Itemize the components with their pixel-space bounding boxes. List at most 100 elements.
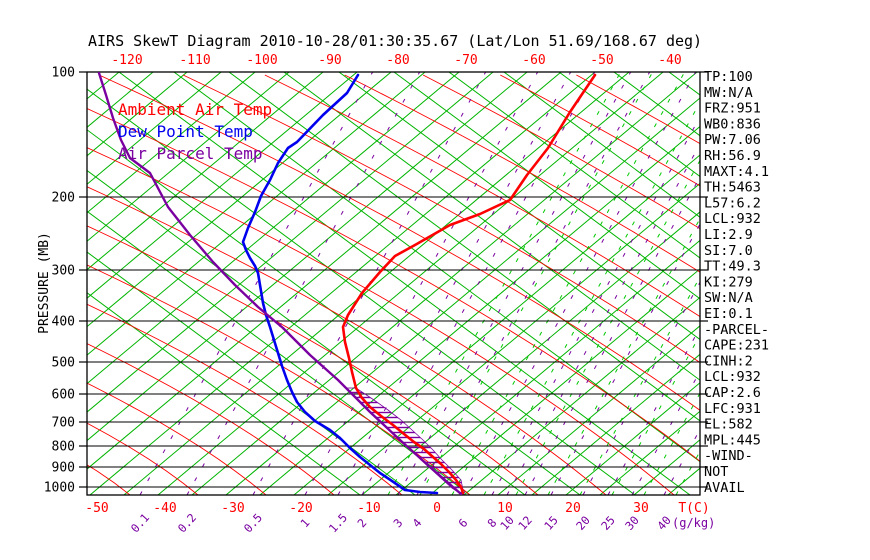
pressure-tick-label: 100 [52, 66, 75, 81]
plot-frame [86, 71, 701, 496]
isotherm-line [87, 72, 426, 356]
panel-line: NOT [704, 464, 728, 480]
isotherm-line [395, 239, 700, 495]
pressure-tick-label: 600 [52, 388, 75, 403]
mixing-ratio-line [304, 72, 539, 495]
background-grid [87, 72, 870, 495]
isotherm-line [259, 125, 700, 495]
panel-line: TH:5463 [704, 180, 761, 196]
dry-adiabat-line [264, 74, 700, 318]
isotherm-line [87, 72, 358, 299]
top-temp-tick-label: -110 [179, 53, 210, 68]
panel-line: CAP:2.6 [704, 385, 761, 401]
moist-adiabat-dashed-line [451, 72, 686, 495]
mixing-ratio-label: 3 [390, 516, 405, 531]
isotherm-line [87, 72, 324, 271]
dewpoint-curve [241, 73, 439, 495]
isotherm-line [87, 72, 562, 470]
dry-adiabat-line [87, 422, 199, 495]
panel-line: L57:6.2 [704, 195, 761, 211]
top-temp-tick-label: -90 [318, 53, 341, 68]
isotherm-line [87, 72, 188, 157]
panel-line: RH:56.9 [704, 148, 761, 164]
bottom-temp-tick-label: -20 [289, 501, 312, 516]
mixing-ratio-label: 1 [297, 516, 312, 531]
panel-line: -PARCEL- [704, 322, 769, 338]
moist-adiabat-dashed-line [387, 72, 622, 495]
mixing-ratio-label: 40 [654, 513, 674, 533]
mixing-ratio-label: 4 [409, 516, 424, 531]
isotherm-line [327, 182, 700, 495]
dry-adiabat-line [344, 74, 700, 273]
mixing-ratio-line [524, 175, 700, 495]
moist-adiabat-solid-line [283, 72, 700, 381]
panel-line: EL:582 [704, 417, 753, 433]
pressure-tick-label: 300 [52, 264, 75, 279]
mixing-ratio-line [506, 143, 700, 495]
mixing-ratio-line [139, 72, 374, 495]
legend-air-parcel: Air Parcel Temp [118, 144, 263, 163]
dry-adiabat-line [87, 303, 403, 495]
dry-adiabat-line [87, 186, 607, 495]
bottom-temp-tick-label: -30 [221, 501, 244, 516]
legend-dew-point: Dew Point Temp [118, 122, 253, 141]
top-temp-tick-label: -70 [454, 53, 477, 68]
pressure-tick-label: 800 [52, 440, 75, 455]
mixing-ratio-label: 12 [515, 513, 535, 533]
pressure-tick-label: 200 [52, 191, 75, 206]
dry-adiabat-line [422, 74, 700, 230]
mixing-ratio-label: 25 [598, 513, 618, 533]
pressure-axis-label: PRESSURE (MB) [37, 232, 52, 334]
dry-adiabat-line [87, 147, 675, 495]
mixing-ratio-label: 20 [573, 513, 593, 533]
chart-title: AIRS SkewT Diagram 2010-10-28/01:30:35.6… [88, 32, 702, 50]
mixing-ratio-line [337, 72, 572, 495]
mixing-ratio-label: 15 [541, 513, 561, 533]
mixing-ratio-line [607, 326, 700, 495]
top-temp-tick-label: -100 [246, 53, 277, 68]
mixing-ratio-line [491, 115, 700, 495]
isotherm-line [429, 268, 700, 495]
dry-adiabat-line [98, 74, 700, 411]
bottom-temp-tick-label: -50 [85, 501, 108, 516]
moist-adiabat-solid-line [503, 72, 700, 218]
panel-line: LFC:931 [704, 401, 761, 417]
bottom-temp-tick-label: 0 [433, 501, 441, 516]
bottom-temp-tick-label: -40 [153, 501, 176, 516]
panel-line: TP:100 [704, 69, 753, 85]
moist-adiabat-solid-line [87, 292, 361, 495]
mixing-unit-label: (g/kg) [672, 516, 715, 530]
isotherm-line [87, 72, 256, 214]
panel-line: MPL:445 [704, 432, 761, 448]
isotherm-line [191, 72, 698, 495]
moist-adiabat-solid-line [87, 169, 526, 495]
top-temp-tick-label: -40 [658, 53, 681, 68]
dry-adiabat-line [500, 74, 700, 187]
panel-line: FRZ:951 [704, 101, 761, 117]
cape-hatch-region [345, 387, 464, 494]
ambient-temp-curve [341, 73, 597, 495]
dry-adiabat-line [87, 343, 335, 495]
bottom-temp-tick-label: -10 [357, 501, 380, 516]
mixing-ratio-line [186, 72, 421, 495]
moist-adiabat-solid-line [448, 72, 700, 259]
panel-line: EI:0.1 [704, 306, 753, 322]
moist-adiabat-dashed-line [419, 72, 654, 495]
pressure-tick-label: 700 [52, 416, 75, 431]
moist-adiabat-solid-line [779, 72, 870, 495]
parcel-temp-curve [97, 72, 463, 495]
panel-line: SW:N/A [704, 290, 753, 306]
moist-adiabat-solid-line [338, 72, 700, 341]
isotherm-line [87, 72, 222, 185]
mixing-ratio-line [550, 223, 700, 495]
mixing-ratio-line [397, 72, 632, 495]
panel-line: CINH:2 [704, 353, 753, 369]
panel-line: -WIND- [704, 448, 753, 464]
dry-adiabat-line [182, 74, 700, 364]
bottom-temp-tick-label: 10 [497, 501, 513, 516]
dry-adiabat-line [87, 108, 700, 462]
stats-panel: TP:100MW:N/AFRZ:951WB0:836PW:7.06RH:56.9… [704, 69, 769, 496]
pressure-tick-label: 900 [52, 461, 75, 476]
